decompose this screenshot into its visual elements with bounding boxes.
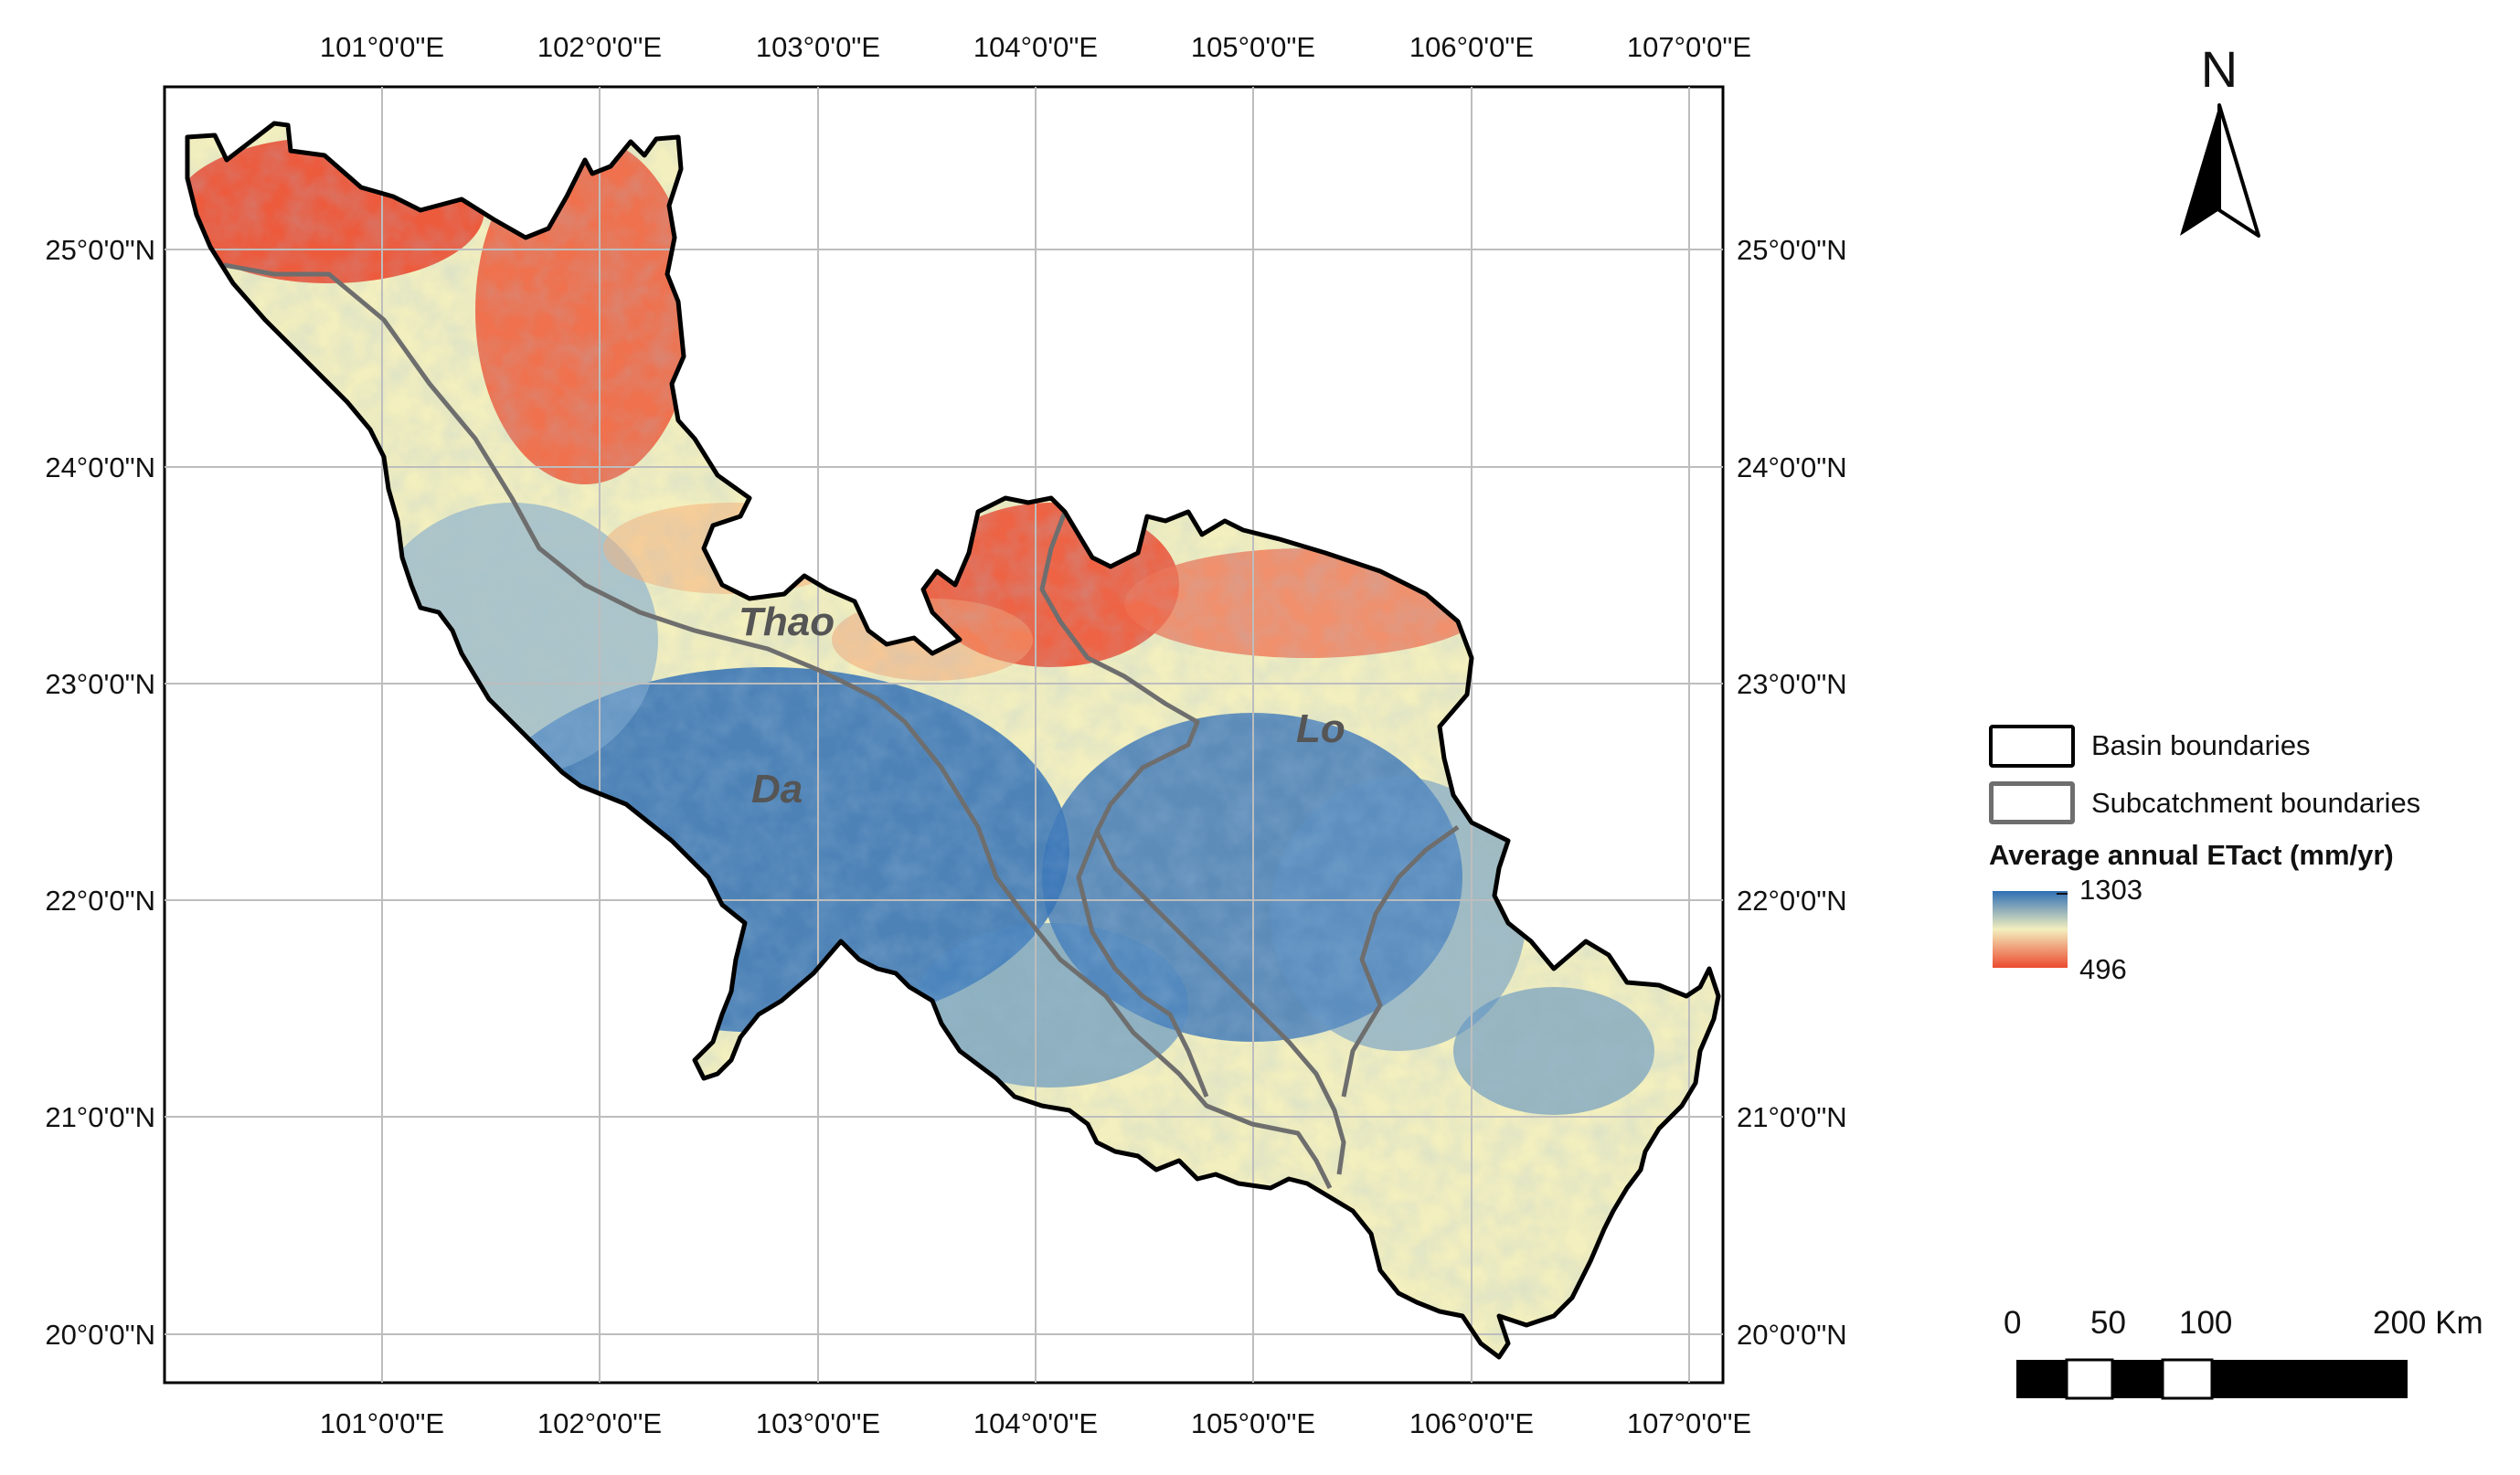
graticule bbox=[165, 87, 1723, 1383]
scale-bar bbox=[2016, 1358, 2408, 1400]
latitude-labels-right: 25°0'0"N 24°0'0"N 23°0'0"N 22°0'0"N 21°0… bbox=[1737, 234, 1847, 1351]
lon-label: 105°0'0"E bbox=[1191, 31, 1315, 63]
scale-seg-3 bbox=[2112, 1360, 2163, 1398]
lon-label: 102°0'0"E bbox=[537, 31, 662, 63]
lat-label: 25°0'0"N bbox=[1737, 234, 1847, 266]
north-arrow-left-half bbox=[2180, 105, 2219, 236]
lat-label: 24°0'0"N bbox=[45, 451, 155, 483]
longitude-labels-top: 101°0'0"E 102°0'0"E 103°0'0"E 104°0'0"E … bbox=[320, 31, 1751, 63]
lat-label: 20°0'0"N bbox=[1737, 1319, 1847, 1351]
latitude-labels-left: 25°0'0"N 24°0'0"N 23°0'0"N 22°0'0"N 21°0… bbox=[45, 234, 155, 1351]
scale-label-0: 0 bbox=[2004, 1305, 2022, 1341]
north-arrow: N bbox=[2180, 40, 2260, 238]
subbasin-label-da: Da bbox=[751, 767, 803, 812]
lat-label: 23°0'0"N bbox=[45, 668, 155, 700]
lon-label: 101°0'0"E bbox=[320, 1407, 444, 1439]
et-color-ramp bbox=[1993, 891, 2068, 968]
lon-label: 106°0'0"E bbox=[1409, 31, 1534, 63]
lon-label: 106°0'0"E bbox=[1409, 1407, 1534, 1439]
legend-subcatchment-swatch bbox=[1989, 781, 2075, 824]
subcatchment-boundaries bbox=[223, 262, 1460, 1190]
north-arrow-right-half bbox=[2217, 103, 2260, 238]
north-label: N bbox=[2201, 40, 2238, 98]
scale-seg-4 bbox=[2161, 1358, 2214, 1400]
lat-label: 23°0'0"N bbox=[1737, 668, 1847, 700]
legend-basin-swatch bbox=[1989, 725, 2075, 768]
lon-label: 104°0'0"E bbox=[973, 1407, 1098, 1439]
lon-label: 102°0'0"E bbox=[537, 1407, 662, 1439]
lat-label: 20°0'0"N bbox=[45, 1319, 155, 1351]
scale-label-50: 50 bbox=[2090, 1305, 2126, 1341]
lon-label: 105°0'0"E bbox=[1191, 1407, 1315, 1439]
subbasin-label-thao: Thao bbox=[739, 600, 835, 644]
subbasin-label-lo: Lo bbox=[1296, 706, 1345, 751]
legend-basin-label: Basin boundaries bbox=[2091, 729, 2311, 761]
legend-subcatchment-label: Subcatchment boundaries bbox=[2091, 787, 2421, 819]
longitude-labels-bottom: 101°0'0"E 102°0'0"E 103°0'0"E 104°0'0"E … bbox=[320, 1407, 1751, 1439]
lon-label: 103°0'0"E bbox=[756, 31, 880, 63]
lon-label: 103°0'0"E bbox=[756, 1407, 880, 1439]
legend-ramp-max: 1303 bbox=[2079, 874, 2143, 906]
lat-label: 24°0'0"N bbox=[1737, 451, 1847, 483]
lon-label: 107°0'0"E bbox=[1627, 31, 1751, 63]
lat-label: 22°0'0"N bbox=[1737, 885, 1847, 917]
lon-label: 104°0'0"E bbox=[973, 31, 1098, 63]
lat-label: 21°0'0"N bbox=[45, 1101, 155, 1133]
scale-label-200km: 200 Km bbox=[2373, 1305, 2483, 1341]
lon-label: 101°0'0"E bbox=[320, 31, 444, 63]
lat-label: 22°0'0"N bbox=[45, 885, 155, 917]
lat-label: 21°0'0"N bbox=[1737, 1101, 1847, 1133]
scale-seg-5 bbox=[2212, 1360, 2408, 1398]
scale-seg-2 bbox=[2065, 1358, 2114, 1400]
scale-seg-1 bbox=[2016, 1360, 2067, 1398]
legend-ramp-min: 496 bbox=[2079, 953, 2127, 985]
scale-label-100: 100 bbox=[2179, 1305, 2233, 1341]
legend-ramp-title: Average annual ETact (mm/yr) bbox=[1989, 839, 2394, 871]
lon-label: 107°0'0"E bbox=[1627, 1407, 1751, 1439]
lat-label: 25°0'0"N bbox=[45, 234, 155, 266]
